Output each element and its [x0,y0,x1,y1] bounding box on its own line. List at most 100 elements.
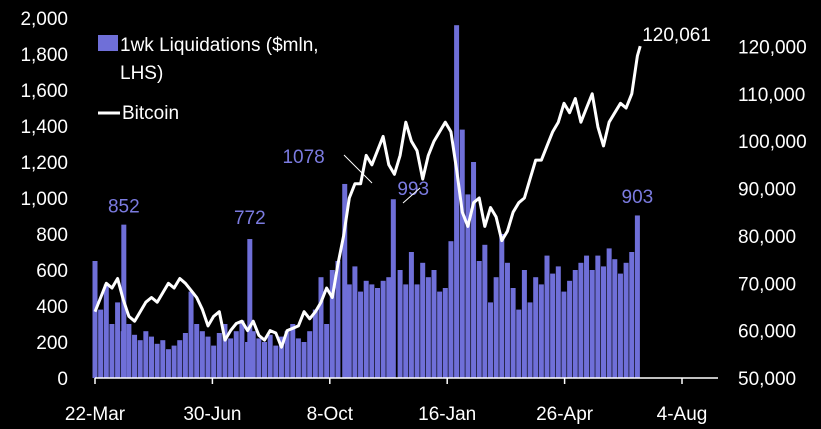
liquidation-bar [408,252,414,378]
liquidation-bar [363,280,369,378]
annotation-leader-1078 [343,154,373,184]
liquidation-bar [397,270,403,378]
liquidation-bar [228,338,234,378]
liquidation-bar [504,262,510,378]
y-left-tick-label: 1,600 [20,81,68,102]
liquidation-bar [567,280,573,378]
x-tick-label: 26-Apr [536,404,594,425]
liquidation-bar [375,288,380,378]
liquidation-bar [329,270,335,378]
y-right-tick-label: 120,000 [738,37,807,58]
y-left-tick-label: 1,000 [20,189,68,210]
axes: 22-Mar 30-Jun 8-Oct 16-Jan 26-Apr 4-Aug 0 200 40… [20,9,806,425]
y-left-tick-label: 0 [57,369,68,390]
y-right-tick-label: 90,000 [738,180,796,201]
liquidation-bar [403,284,409,378]
y-left-tick-label: 200 [36,333,68,354]
y-left-tick-label: 600 [36,261,68,282]
liquidation-bar [301,342,307,378]
liquidation-bar [324,324,330,378]
liquidation-bar [390,199,396,378]
bitcoin-line [93,45,642,349]
liquidation-bar [109,324,115,378]
y-right-tick-label: 50,000 [738,369,796,390]
liquidation-bar [459,129,465,378]
liquidation-bar [601,266,606,378]
liquidation-bar [335,261,341,378]
y-left-tick-label: 800 [36,225,68,246]
liquidation-bar [239,320,245,378]
liquidation-bar [352,266,358,378]
liquidation-bar [521,270,527,378]
legend-label-liquidations: 1wk Liquidations ($mln, [120,35,319,56]
liquidation-bar [199,331,205,378]
liquidation-bar [578,262,584,378]
y-left-tick-label: 400 [36,297,68,318]
liquidation-bar [216,333,222,378]
liquidation-bar [247,239,253,378]
liquidation-bar [194,324,200,378]
liquidation-bar [92,261,98,378]
liquidation-bar [143,331,149,378]
liquidation-bar [307,331,313,378]
liquidation-bar [561,291,567,378]
liquidation-bar [476,261,482,378]
y-right-tick-label: 100,000 [738,132,807,153]
liquidation-bar [454,25,460,378]
liquidation-bar [414,284,420,378]
liquidation-bar [284,331,290,378]
liquidation-bar [510,288,516,378]
liquidation-bar [623,262,629,378]
liquidation-bar [550,273,556,378]
liquidation-bar [290,324,296,378]
y-left-tick-label: 1,200 [20,153,68,174]
liquidation-bar [222,324,228,378]
liquidation-bar [595,255,601,378]
liquidation-bar [386,277,392,378]
liquidation-bar [516,309,522,378]
liquidation-bar [137,340,143,378]
liquidation-bar [572,270,578,378]
liquidation-bar [250,331,256,378]
liquidation-bar [493,277,499,378]
liquidation-bar [420,262,426,378]
y-right-tick-label: 60,000 [738,322,796,343]
liquidation-bar [171,345,177,378]
legend-label-liquidations-2: LHS) [120,63,163,84]
liquidation-bar [262,342,267,378]
liquidation-bar [448,241,454,378]
liquidation-bar [482,244,488,378]
liquidation-bar [165,349,171,378]
liquidation-bar [115,302,121,378]
liquidation-bar [358,291,364,378]
liquidation-bar [555,266,561,378]
liquidation-bar [629,252,635,378]
liquidation-bar [188,291,194,378]
liquidation-bar [278,336,284,378]
liquidation-bar [380,280,386,378]
legend-bar-swatch [98,35,118,51]
liquidation-bar [431,270,437,378]
liquidation-bar [149,336,154,378]
liquidation-bar [126,324,132,378]
liquidation-bar [544,255,550,378]
liquidation-bar [584,255,590,378]
annotation-label: 772 [234,208,266,229]
annotation-label: 120,061 [642,25,711,46]
liquidation-bar [342,183,348,378]
liquidation-bar [538,284,544,378]
liquidation-bar [295,338,301,378]
liquidation-bar [103,284,109,378]
liquidation-bar [589,270,595,378]
liquidation-bar [612,259,618,378]
liquidation-bars [92,25,640,378]
liquidation-bar [437,291,443,378]
annotation-label: 852 [108,197,140,218]
y-left-tick-label: 2,000 [20,9,68,30]
y-left-tick-label: 1,400 [20,117,68,138]
liquidation-bar [132,334,138,378]
liquidation-bar [318,277,324,378]
legend-label-bitcoin: Bitcoin [122,103,179,124]
liquidation-bar [205,336,211,378]
